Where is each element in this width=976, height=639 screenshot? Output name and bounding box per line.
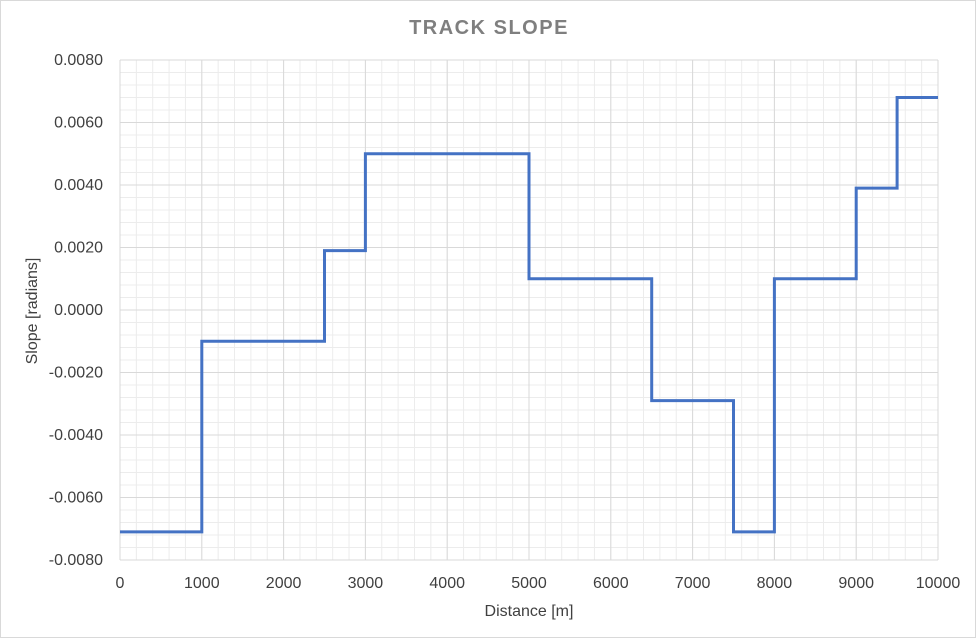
series-line [120,96,938,534]
y-tick-label: -0.0060 [49,490,103,507]
x-tick-label: 9000 [838,575,874,592]
x-tick-label: 8000 [757,575,793,592]
y-tick-label: 0.0080 [54,52,103,69]
x-tick-label: 5000 [511,575,547,592]
major-gridlines [119,59,939,561]
y-tick-label: 0.0040 [54,177,103,194]
x-tick-label: 4000 [429,575,465,592]
x-tick-label: 6000 [593,575,629,592]
y-axis-ticks: 0.0080 0.0060 0.0040 0.0020 0.0000 -0.0020 -0.… [49,52,103,569]
x-tick-label: 2000 [266,575,302,592]
x-tick-label: 0 [116,575,125,592]
x-axis-label: Distance [m] [485,603,574,620]
y-axis-label: Slope [radians] [24,258,41,365]
x-tick-label: 3000 [348,575,384,592]
y-tick-label: 0.0060 [54,115,103,132]
x-axis-ticks: 0 1000 2000 3000 4000 5000 6000 7000 8000 9000 100… [116,575,961,592]
x-tick-label: 10000 [916,575,961,592]
y-tick-label: -0.0080 [49,552,103,569]
chart-title: TRACK SLOPE [409,17,569,39]
x-tick-label: 7000 [675,575,711,592]
y-tick-label: 0.0000 [54,302,103,319]
x-tick-label: 1000 [184,575,220,592]
y-tick-label: -0.0040 [49,427,103,444]
y-tick-label: -0.0020 [49,365,103,382]
y-tick-label: 0.0020 [54,240,103,257]
series-layer [120,96,938,534]
